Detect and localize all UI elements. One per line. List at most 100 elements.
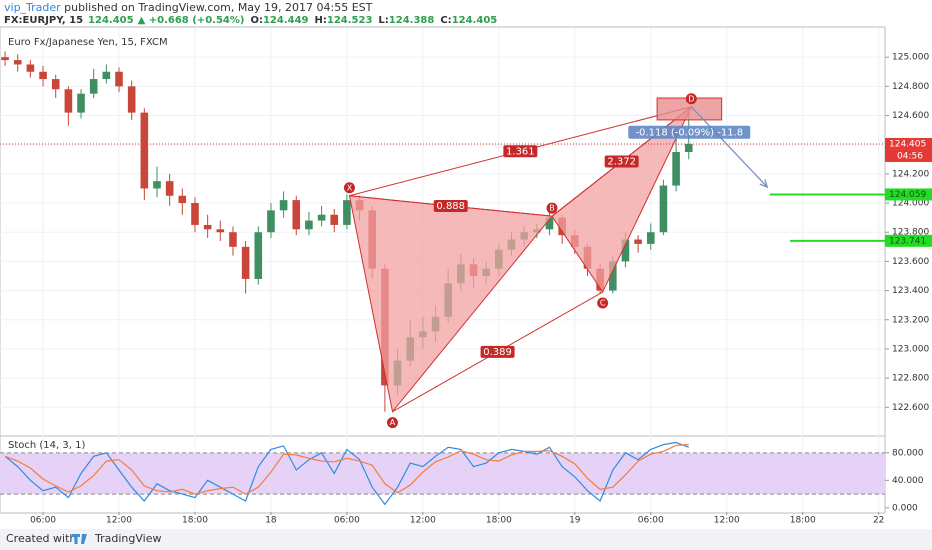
indicator-title: Stoch (14, 3, 1): [8, 440, 85, 451]
footer-brand[interactable]: TradingView: [94, 532, 161, 545]
ohlc-value: 124.449: [263, 15, 309, 26]
ratio-label: 2.372: [607, 156, 636, 167]
x-tick-label: 12:00: [714, 516, 740, 526]
y-tick-label: 123.600: [892, 257, 929, 267]
x-tick-label: 12:00: [106, 516, 132, 526]
chart-title: Euro Fx/Japanese Yen, 15, FXCM: [8, 37, 168, 48]
y-tick-label: 123.000: [892, 344, 929, 354]
point-label: A: [390, 418, 396, 427]
candle-body: [608, 261, 617, 291]
point-label: D: [688, 94, 694, 103]
point-label: X: [347, 183, 353, 192]
x-tick-label: 12:00: [410, 516, 436, 526]
countdown-label: 04:56: [897, 151, 923, 161]
footer-text: Created with: [6, 532, 76, 545]
y-tick-label: 122.800: [892, 374, 929, 384]
y-tick-label: 0.000: [892, 503, 918, 513]
ohlc-key: C:: [440, 15, 451, 26]
x-tick-label: 06:00: [30, 516, 56, 526]
y-tick-label: 123.200: [892, 315, 929, 325]
candle-body: [330, 214, 339, 225]
ohlc-value: 124.405: [452, 15, 498, 26]
footer: [0, 529, 932, 550]
change: ▲ +0.668 (+0.54%): [138, 15, 245, 26]
point-label: B: [549, 204, 555, 213]
ohlc-value: 124.523: [327, 15, 373, 26]
candle-body: [241, 246, 250, 279]
ratio-badge: [503, 145, 538, 158]
ratio-badge: [480, 345, 515, 358]
symbol-line: FX:EURJPY, 15 124.405 ▲ +0.668 (+0.54%) O:1…: [4, 15, 497, 26]
ratio-label: 0.888: [436, 201, 465, 212]
ratio-badge: [433, 199, 468, 212]
level-badge: [885, 188, 932, 201]
arrow-head: [759, 179, 769, 189]
point-badge: [546, 202, 558, 214]
candle-body: [317, 214, 326, 221]
point-label: C: [600, 299, 606, 308]
x-tick-label: 06:00: [334, 516, 360, 526]
arrow-line: [690, 106, 768, 188]
candle-body: [621, 239, 630, 262]
author[interactable]: vip_Trader: [4, 1, 61, 14]
annotations: 0.888 0.389 2.372 1.361 X A B C D -0.118 (-0.09%)…: [0, 93, 885, 429]
level-label: 123.741: [889, 236, 926, 246]
last-price-label: 124.405: [889, 139, 926, 149]
y-tick-label: 124.800: [892, 82, 929, 92]
y-tick-label: 124.600: [892, 111, 929, 121]
candle-body: [64, 89, 73, 113]
level-label: 124.059: [889, 190, 926, 200]
candle-body: [89, 79, 98, 94]
y-tick-label: 123.800: [892, 228, 929, 238]
last: 124.405: [88, 15, 134, 26]
x-tick-label: 06:00: [638, 516, 664, 526]
symbol: FX:EURJPY, 15: [4, 15, 83, 26]
candle-body: [1, 57, 9, 61]
candle-body: [115, 71, 123, 87]
countdown-badge: [885, 149, 932, 162]
ohlc-key: L:: [378, 15, 388, 26]
y-tick-label: 124.200: [892, 169, 929, 179]
measure-box: [628, 125, 751, 139]
ratio-label: 0.389: [483, 347, 512, 358]
candle-body: [267, 210, 275, 233]
ohlc-value: 124.388: [389, 15, 435, 26]
stoch-line: [4, 444, 689, 495]
point-badge: [386, 417, 398, 429]
candle-body: [672, 151, 680, 186]
last-price-badge: [885, 137, 932, 150]
candle-body: [684, 143, 693, 152]
candle-body: [140, 112, 149, 189]
y-tick-label: 123.400: [892, 286, 929, 296]
y-tick-label: 40.000: [892, 476, 924, 486]
y-tick-label: 124.000: [892, 199, 929, 209]
candle-body: [102, 71, 111, 80]
x-tick-label: 18: [265, 516, 277, 526]
measure-text: -0.118 (-0.09%) -11.8: [635, 127, 743, 138]
x-tick-label: 18:00: [486, 516, 512, 526]
candle-body: [305, 220, 313, 230]
candle-body: [229, 232, 237, 247]
y-tick-label: 122.600: [892, 403, 929, 413]
x-tick-label: 19: [569, 516, 581, 526]
point-badge: [685, 93, 697, 105]
candle-body: [77, 93, 85, 113]
point-badge: [597, 297, 609, 309]
candle-body: [13, 60, 22, 65]
candle-body: [165, 181, 174, 196]
logo: [72, 534, 87, 544]
ratio-label: 1.361: [506, 146, 535, 157]
x-tick-label: 18:00: [790, 516, 816, 526]
level-badge: [885, 234, 932, 247]
stoch-pane: [0, 441, 885, 506]
ratio-badge: [604, 155, 639, 168]
candle-body: [216, 229, 225, 233]
published: published on TradingView.com, May 19, 20…: [61, 1, 373, 14]
candle-body: [659, 185, 668, 233]
candle-body: [51, 79, 60, 90]
axes: 122.600 122.800 123.000 123.200 123.400 123.6…: [30, 53, 932, 526]
candle-body: [39, 71, 47, 80]
candle-body: [254, 232, 263, 279]
candle-body: [646, 232, 655, 244]
stoch-line: [4, 441, 690, 506]
